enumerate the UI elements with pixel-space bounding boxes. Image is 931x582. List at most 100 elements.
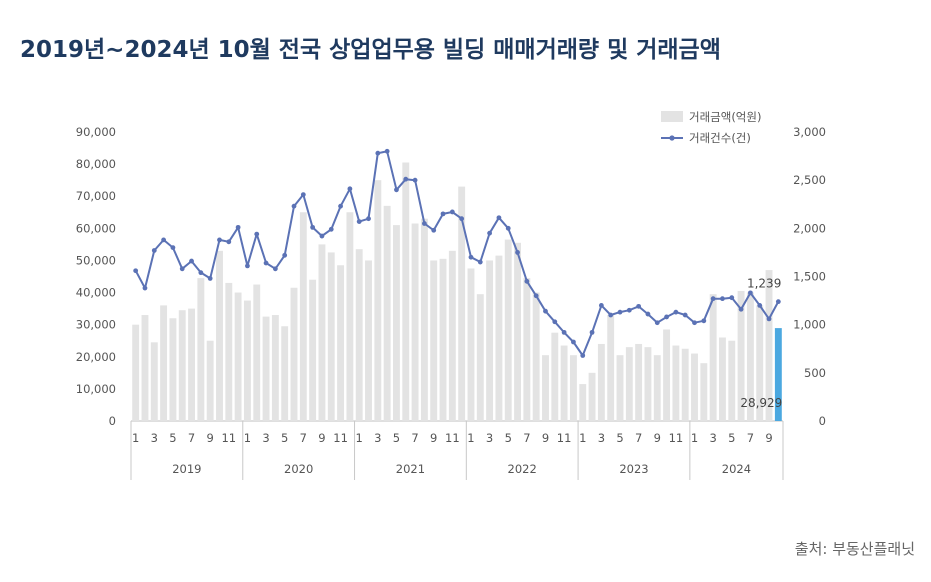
count-point bbox=[571, 339, 576, 345]
count-point bbox=[515, 250, 520, 255]
amount-bar bbox=[309, 279, 317, 421]
count-value-label: 1,239 bbox=[747, 277, 781, 291]
month-tick-label: 7 bbox=[747, 431, 754, 445]
amount-bars bbox=[132, 162, 782, 421]
x-axis: 1 3 5 7 9 11 1 3 5 7 9 11 1 3 5 7 9 11 1 3 5 7 9 11 1 3 5 7 9 11 1 3 5 7 9… bbox=[130, 421, 784, 480]
month-tick-label: 7 bbox=[523, 431, 530, 445]
count-point bbox=[394, 187, 399, 193]
count-point bbox=[319, 233, 325, 239]
legend-line-marker bbox=[669, 135, 675, 141]
month-tick-label: 1 bbox=[579, 431, 586, 445]
month-tick-label: 5 bbox=[393, 431, 400, 445]
amount-bar bbox=[756, 305, 764, 421]
amount-bar bbox=[141, 315, 149, 421]
amount-bar bbox=[588, 372, 596, 421]
amount-bar bbox=[402, 162, 410, 421]
amount-bar bbox=[672, 345, 680, 421]
amount-bar bbox=[737, 290, 745, 421]
count-point bbox=[245, 263, 250, 269]
amount-bar bbox=[700, 363, 708, 421]
left-axis-tick-label: 30,000 bbox=[76, 318, 116, 332]
legend: 거래금액(억원) 거래건수(건) bbox=[661, 110, 761, 145]
count-point bbox=[664, 314, 669, 320]
count-point bbox=[272, 266, 278, 272]
amount-bar bbox=[188, 308, 195, 421]
amount-bar bbox=[495, 255, 503, 421]
amount-bar bbox=[225, 282, 233, 421]
amount-bar bbox=[178, 310, 186, 421]
year-label: 2022 bbox=[508, 462, 537, 476]
count-point bbox=[561, 329, 567, 335]
amount-bar bbox=[746, 292, 754, 421]
count-point bbox=[170, 245, 176, 251]
left-axis: 90,000 80,000 70,000 60,000 50,000 40,000 30,0… bbox=[76, 125, 116, 428]
count-point bbox=[440, 211, 446, 217]
count-point bbox=[505, 225, 511, 231]
count-point bbox=[598, 303, 604, 308]
right-axis-tick-label: 3,000 bbox=[793, 125, 826, 139]
amount-bar bbox=[346, 212, 354, 421]
left-axis-tick-label: 70,000 bbox=[76, 189, 116, 203]
month-tick-label: 9 bbox=[654, 431, 661, 445]
count-point bbox=[449, 209, 455, 215]
count-point bbox=[282, 252, 288, 258]
count-point bbox=[207, 276, 213, 281]
count-point bbox=[291, 203, 297, 209]
amount-bar bbox=[374, 180, 382, 421]
count-point bbox=[459, 216, 465, 222]
month-tick-label: 5 bbox=[169, 431, 176, 445]
count-point bbox=[552, 319, 558, 325]
right-axis: 3,000 2,500 2,000 1,500 1,000 500 0 bbox=[793, 125, 826, 428]
count-point bbox=[654, 320, 660, 326]
count-point bbox=[310, 224, 316, 230]
count-point bbox=[431, 227, 437, 233]
month-tick-label: 3 bbox=[486, 431, 493, 445]
amount-bar bbox=[616, 355, 624, 421]
year-label: 2023 bbox=[619, 462, 648, 476]
month-tick-label: 7 bbox=[635, 431, 642, 445]
count-point bbox=[375, 150, 381, 156]
count-point bbox=[617, 309, 623, 315]
month-tick-label: 9 bbox=[318, 431, 325, 445]
amount-bar bbox=[439, 258, 447, 421]
count-point bbox=[487, 230, 492, 236]
month-tick-label: 11 bbox=[221, 431, 236, 445]
month-tick-label: 1 bbox=[132, 431, 139, 445]
left-axis-tick-label: 90,000 bbox=[76, 125, 116, 139]
right-axis-tick-label: 1,500 bbox=[793, 270, 826, 284]
amount-bar bbox=[420, 218, 428, 421]
count-point bbox=[645, 311, 651, 317]
amount-bar bbox=[318, 244, 326, 421]
left-axis-tick-label: 80,000 bbox=[76, 157, 116, 171]
count-point bbox=[412, 177, 418, 183]
count-point bbox=[198, 270, 204, 276]
amount-bar bbox=[216, 250, 223, 421]
left-axis-tick-label: 50,000 bbox=[76, 253, 116, 267]
amount-bar bbox=[625, 347, 633, 421]
left-axis-tick-label: 60,000 bbox=[76, 221, 116, 235]
count-point bbox=[775, 299, 781, 305]
amount-bar bbox=[765, 270, 773, 421]
amount-bar bbox=[774, 328, 782, 421]
count-point bbox=[328, 226, 334, 232]
annotations: 1,239 28,929 bbox=[740, 277, 782, 410]
right-axis-tick-label: 2,000 bbox=[793, 221, 826, 235]
month-tick-label: 5 bbox=[616, 431, 623, 445]
amount-bar bbox=[663, 329, 671, 421]
amount-bar bbox=[728, 340, 736, 421]
month-tick-label: 1 bbox=[467, 431, 474, 445]
amount-bar bbox=[597, 343, 605, 421]
count-point bbox=[748, 290, 753, 296]
count-series-line bbox=[134, 150, 780, 357]
count-point bbox=[338, 203, 343, 209]
count-point bbox=[235, 224, 241, 230]
count-point bbox=[496, 215, 502, 221]
amount-bar bbox=[579, 384, 587, 421]
count-point bbox=[179, 266, 185, 272]
amount-value-label: 28,929 bbox=[740, 396, 782, 410]
amount-bar bbox=[337, 265, 345, 421]
count-point bbox=[533, 293, 539, 299]
amount-bar bbox=[691, 353, 698, 421]
month-tick-label: 7 bbox=[188, 431, 195, 445]
